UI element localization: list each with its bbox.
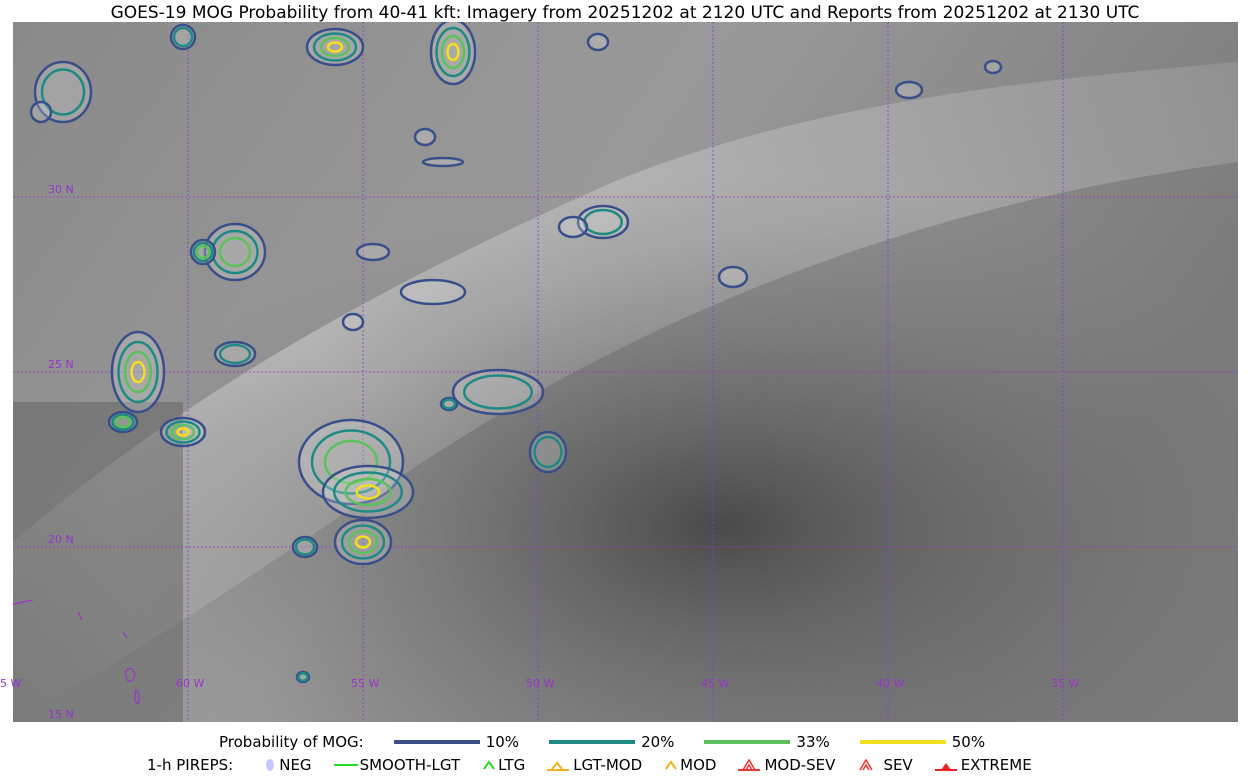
pirep-label: NEG <box>279 756 312 774</box>
contour-20pct <box>533 435 563 469</box>
dry-region-southwest <box>13 402 183 722</box>
neg-icon <box>266 759 275 771</box>
contour-20pct <box>165 420 201 444</box>
contour-10pct <box>894 80 924 100</box>
pirep-label: EXTREME <box>960 756 1032 774</box>
prob-legend-title: Probability of MOG: <box>219 733 364 751</box>
satellite-map <box>13 22 1238 722</box>
contour-20pct <box>435 26 471 78</box>
contour-50pct <box>176 427 190 437</box>
contour-10pct <box>321 464 415 520</box>
contour-33pct <box>344 477 392 507</box>
prob-label: 10% <box>485 733 520 751</box>
prob-label: 20% <box>641 733 675 751</box>
pirep-legend-item: NEG <box>263 756 312 774</box>
contour-20pct <box>172 26 194 48</box>
pirep-legend-item: SMOOTH-LGT <box>333 756 461 774</box>
contour-10pct <box>341 312 365 332</box>
lat-label: 30 N <box>48 183 74 196</box>
contour-20pct <box>441 398 457 410</box>
triangle-bar-icon <box>934 763 957 771</box>
caret-icon <box>483 760 495 770</box>
contour-20pct <box>111 413 135 431</box>
contour-20pct <box>312 32 358 62</box>
pirep-label: LGT-MOD <box>573 756 643 774</box>
pirep-legend-item: LGT-MOD <box>547 756 642 774</box>
mog-contours <box>29 22 1003 684</box>
pirep-label: MOD <box>680 756 717 774</box>
pirep-legend-title: 1-h PIREPS: <box>147 756 234 774</box>
double-caret-icon <box>859 758 874 771</box>
contour-20pct <box>333 471 403 513</box>
contour-50pct <box>355 484 381 500</box>
contour-20pct <box>218 343 252 365</box>
contour-33pct <box>123 350 153 394</box>
contour-10pct <box>421 156 465 168</box>
contour-33pct <box>114 415 132 429</box>
lon-label: 35 W <box>1051 677 1080 690</box>
pirep-label: LTG <box>498 756 526 774</box>
pirep-legend-item: LTG <box>482 756 525 774</box>
contour-33pct <box>440 34 466 70</box>
contour-10pct <box>399 278 467 306</box>
contour-20pct <box>297 672 309 682</box>
prob-swatch <box>704 740 791 744</box>
prob-swatch <box>859 740 946 744</box>
pirep-label: MOD-SEV <box>764 756 836 774</box>
lon-label: 55 W <box>351 677 380 690</box>
contour-20pct <box>117 340 159 404</box>
contour-10pct <box>717 265 749 289</box>
prob-label: 33% <box>796 733 830 751</box>
prob-swatch <box>549 740 636 744</box>
contour-20pct <box>310 429 392 495</box>
pirep-legend-item: SEV <box>857 756 913 774</box>
lon-label: 50 W <box>526 677 555 690</box>
lon-label: 45 W <box>701 677 730 690</box>
lat-label: 20 N <box>48 533 74 546</box>
pirep-label: SEV <box>883 756 913 774</box>
contour-20pct <box>192 241 214 263</box>
contour-20pct <box>294 538 316 556</box>
pirep-legend-item: MOD <box>664 756 716 774</box>
contour-33pct <box>218 236 252 268</box>
contour-50pct <box>354 535 372 549</box>
contour-20pct <box>340 524 386 560</box>
line-icon <box>333 764 358 766</box>
caret-bar-icon <box>547 761 570 771</box>
contour-50pct <box>326 41 344 53</box>
lat-lon-grid <box>13 22 1238 722</box>
lon-label: 40 W <box>876 677 905 690</box>
coastline <box>13 599 140 705</box>
pirep-label: SMOOTH-LGT <box>359 756 461 774</box>
lon-label: 60 W <box>176 677 205 690</box>
contour-33pct <box>347 529 379 555</box>
contour-10pct <box>355 242 391 262</box>
caret-icon <box>665 760 677 770</box>
pirep-legend-item: MOD-SEV <box>738 756 835 774</box>
contour-10pct <box>586 32 610 52</box>
contour-33pct <box>195 244 211 260</box>
prob-swatch <box>393 740 480 744</box>
contour-10pct <box>110 330 166 414</box>
contour-33pct <box>319 36 351 58</box>
pirep-legend-item: EXTREME <box>934 756 1032 774</box>
double-caret-bar-icon <box>738 758 761 771</box>
contour-33pct <box>170 423 196 441</box>
contour-50pct <box>130 360 146 384</box>
prob-label: 50% <box>951 733 986 751</box>
contour-10pct <box>29 100 53 124</box>
contour-10pct <box>983 59 1003 75</box>
contour-10pct <box>557 215 589 239</box>
chart-title: GOES-19 MOG Probability from 40-41 kft: … <box>110 3 1140 23</box>
contour-20pct <box>463 374 533 410</box>
contour-20pct <box>40 68 86 116</box>
probability-legend: Probability of MOG: 10% 20% 33% 50% <box>0 733 1250 751</box>
pirep-legend: 1-h PIREPS: NEG SMOOTH-LGT LTG LGT-MOD MOD MO… <box>0 756 1250 774</box>
lon-label: 65 W <box>0 677 22 690</box>
lat-label: 25 N <box>48 358 74 371</box>
contour-10pct <box>413 127 437 147</box>
contour-50pct <box>446 42 460 62</box>
lat-label: 15 N <box>48 708 74 721</box>
